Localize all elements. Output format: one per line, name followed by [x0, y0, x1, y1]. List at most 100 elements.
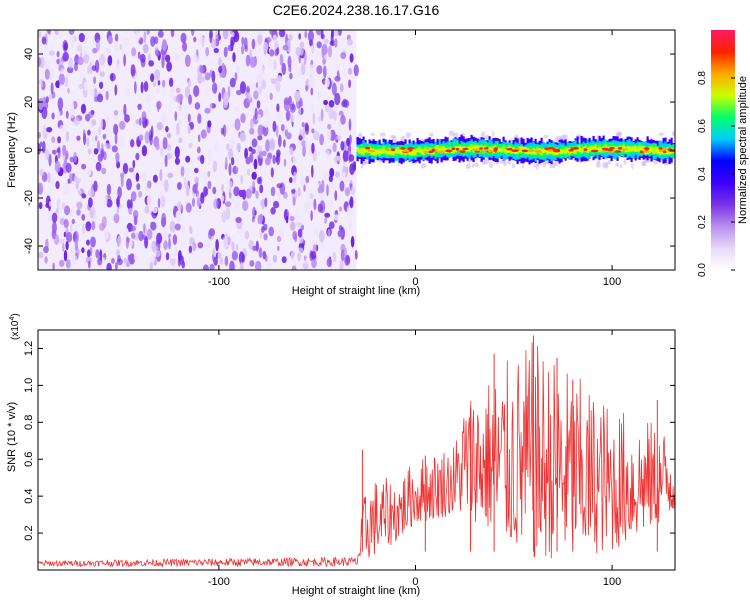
heatmap-cell: [317, 150, 321, 157]
heatmap-cell: [182, 41, 188, 52]
heatmap-cell: [184, 86, 191, 99]
heatmap-cell: [572, 147, 580, 150]
heatmap-cell: [348, 219, 352, 230]
heatmap-cell: [184, 54, 191, 67]
heatmap-cell: [81, 214, 86, 221]
heatmap-cell: [487, 149, 495, 153]
heatmap-cell: [256, 177, 262, 185]
heatmap-cell: [607, 160, 611, 165]
heatmap-cell: [259, 98, 263, 104]
heatmap-cell: [274, 48, 279, 57]
heatmap-cell: [207, 180, 212, 190]
snr-series-path: [38, 342, 675, 568]
heatmap-cell: [414, 149, 417, 156]
heatmap-cell: [590, 149, 599, 153]
heatmap-cell: [278, 30, 286, 38]
heatmap-cell: [240, 113, 246, 124]
heatmap-cell: [234, 118, 241, 131]
y-tick-label: 20: [23, 96, 35, 108]
heatmap-cell: [429, 132, 434, 137]
heatmap-cell: [257, 124, 264, 137]
heatmap-cell: [344, 187, 350, 197]
heatmap-cell: [249, 56, 256, 68]
heatmap-cell: [280, 124, 285, 132]
heatmap-cell: [71, 218, 76, 225]
heatmap-cell: [174, 111, 178, 121]
heatmap-cell: [299, 41, 305, 49]
heatmap-cell: [99, 249, 103, 261]
heatmap-cell: [184, 167, 190, 177]
heatmap-cell: [333, 30, 339, 37]
heatmap-cell: [362, 148, 365, 156]
heatmap-cell: [87, 166, 92, 177]
y-tick-label: 0.4: [23, 489, 35, 504]
heatmap-cell: [622, 144, 625, 151]
heatmap-cell: [438, 146, 441, 154]
heatmap-cell: [52, 262, 55, 270]
heatmap-cell: [130, 64, 136, 77]
heatmap-cell: [88, 260, 91, 269]
snr-x-label: Height of straight line (km): [292, 585, 420, 597]
heatmap-y-label: Frequency (Hz): [6, 112, 18, 188]
heatmap-cell: [154, 250, 161, 257]
heatmap-cell: [269, 49, 275, 57]
heatmap-cell: [614, 150, 622, 153]
heatmap-cell: [258, 86, 263, 94]
heatmap-cell: [263, 120, 269, 128]
heatmap-cell: [128, 253, 136, 265]
heatmap-cell: [533, 164, 536, 168]
heatmap-cell: [170, 258, 176, 266]
heatmap-cell: [311, 164, 314, 178]
heatmap-cell: [212, 82, 218, 94]
heatmap-cell: [213, 198, 219, 209]
heatmap-cell: [398, 149, 401, 155]
heatmap-cell: [465, 163, 471, 170]
heatmap-cell: [276, 235, 282, 242]
heatmap-cell: [180, 166, 185, 177]
heatmap-cell: [572, 146, 575, 154]
heatmap-cell: [248, 81, 255, 90]
heatmap-cell: [263, 233, 268, 241]
heatmap-cell: [298, 33, 302, 40]
heatmap-cell: [297, 67, 301, 76]
heatmap-cell: [356, 147, 359, 152]
heatmap-cell: [213, 47, 219, 54]
heatmap-cell: [342, 98, 348, 107]
heatmap-cell: [42, 140, 46, 153]
heatmap-cell: [671, 131, 675, 137]
heatmap-cell: [207, 120, 212, 128]
heatmap-cell: [194, 176, 200, 183]
heatmap-cell: [316, 41, 322, 49]
heatmap-cell: [91, 65, 97, 72]
heatmap-cell: [189, 225, 192, 232]
heatmap-cell: [339, 206, 342, 212]
heatmap-cell: [296, 222, 303, 228]
heatmap-cell: [252, 206, 256, 220]
heatmap-cell: [270, 167, 274, 178]
x-tick-label: -100: [208, 576, 230, 588]
heatmap-cell: [327, 123, 332, 130]
heatmap-cell: [51, 212, 58, 223]
heatmap-cell: [128, 167, 134, 173]
heatmap-cell: [542, 148, 545, 154]
heatmap-cell: [290, 113, 294, 123]
heatmap-cell: [289, 177, 293, 184]
heatmap-cell: [178, 104, 182, 112]
heatmap-cell: [348, 118, 352, 131]
heatmap-cell: [204, 107, 211, 114]
heatmap-cell: [304, 255, 307, 265]
heatmap-cell: [388, 148, 391, 155]
heatmap-cell: [319, 133, 324, 146]
heatmap-cell: [63, 218, 69, 229]
heatmap-cell: [63, 42, 68, 51]
heatmap-cell: [323, 65, 327, 79]
heatmap-cell: [124, 227, 129, 236]
heatmap-cell: [93, 214, 98, 221]
heatmap-cell: [628, 146, 631, 152]
heatmap-cell: [231, 193, 236, 203]
heatmap-cell: [289, 103, 296, 113]
heatmap-cell: [252, 245, 257, 251]
heatmap-cell: [360, 148, 363, 155]
heatmap-cell: [290, 221, 296, 231]
heatmap-cell: [174, 223, 181, 231]
